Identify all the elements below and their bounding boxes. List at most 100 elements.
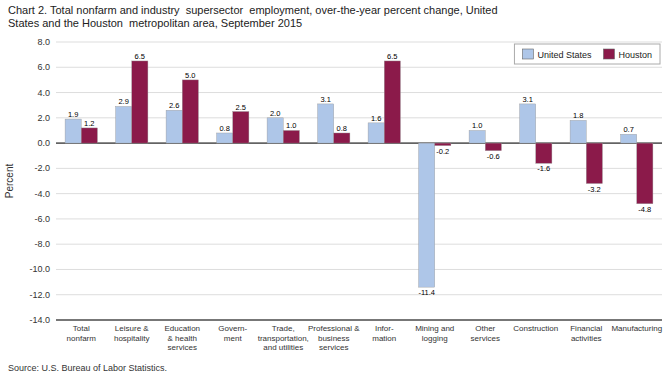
bar xyxy=(485,143,501,151)
data-label: 6.5 xyxy=(387,52,397,61)
data-label: 2.5 xyxy=(236,103,246,112)
y-tick-label: -2.0 xyxy=(34,163,50,173)
x-tick-line: transportation, xyxy=(258,334,309,343)
data-label: 2.9 xyxy=(118,97,128,106)
data-label: 1.0 xyxy=(472,121,482,130)
data-label: 5.0 xyxy=(185,71,195,80)
x-tick-line: services xyxy=(471,334,500,343)
y-tick-label: -12.0 xyxy=(29,290,50,300)
y-tick-label: -6.0 xyxy=(34,214,50,224)
x-tick-line: Professional & xyxy=(308,324,360,333)
bar xyxy=(368,123,384,143)
grid-line xyxy=(56,269,662,270)
bar xyxy=(132,61,148,143)
y-tick-label: -10.0 xyxy=(29,264,50,274)
data-label: 0.7 xyxy=(623,125,633,134)
data-label: 1.9 xyxy=(68,110,78,119)
x-tick-line: Manufacturing xyxy=(611,324,662,333)
bar xyxy=(586,143,602,183)
legend-frame xyxy=(514,44,660,64)
data-label: 6.5 xyxy=(135,52,145,61)
bar xyxy=(570,120,586,143)
x-tick-label: Totalnonfarm xyxy=(67,324,97,343)
y-tick-label: 4.0 xyxy=(37,88,50,98)
y-tick-label: 8.0 xyxy=(37,37,50,47)
x-tick-line: & health xyxy=(168,334,197,343)
bar xyxy=(182,80,198,143)
grid xyxy=(56,42,662,320)
x-tick-label: Education& healthservices xyxy=(164,324,200,352)
x-tick-line: activities xyxy=(571,334,602,343)
bar xyxy=(469,130,485,143)
grid-line xyxy=(56,42,662,43)
x-tick-label: Construction xyxy=(513,324,558,333)
bar xyxy=(65,119,81,143)
x-tick-line: logging xyxy=(422,334,448,343)
x-tick-line: mation xyxy=(372,334,396,343)
x-tick-line: Infor- xyxy=(375,324,394,333)
x-tick-label: Leisure &hospitality xyxy=(114,324,150,343)
x-tick-line: Construction xyxy=(513,324,558,333)
bar xyxy=(384,61,400,143)
x-tick-line: business xyxy=(318,334,350,343)
data-label: 1.6 xyxy=(371,114,381,123)
data-label: 1.8 xyxy=(573,111,583,120)
bar xyxy=(435,143,451,146)
legend-label: Houston xyxy=(618,50,652,60)
grid-line xyxy=(56,294,662,295)
bar xyxy=(637,143,653,204)
x-axis-line xyxy=(56,320,662,321)
bar xyxy=(217,133,233,143)
y-tick-label: -14.0 xyxy=(29,315,50,325)
bar xyxy=(267,118,283,143)
data-label: -0.6 xyxy=(487,152,500,161)
background xyxy=(0,0,672,375)
grid-line xyxy=(56,193,662,194)
x-tick-line: ment xyxy=(224,334,243,343)
bar xyxy=(318,104,334,143)
title: Chart 2. Total nonfarm and industry supe… xyxy=(8,4,498,29)
x-tick-line: Govern- xyxy=(218,324,247,333)
x-tick-label: Infor-mation xyxy=(372,324,396,343)
legend: United StatesHouston xyxy=(514,44,660,64)
data-label: -11.4 xyxy=(418,288,435,297)
bar xyxy=(334,133,350,143)
bar xyxy=(283,130,299,143)
bar xyxy=(536,143,552,163)
x-tick-line: services xyxy=(319,343,348,352)
grid-line xyxy=(56,244,662,245)
data-label: -0.2 xyxy=(436,147,449,156)
x-tick-line: Leisure & xyxy=(115,324,149,333)
bar xyxy=(81,128,97,143)
x-tick-line: Total xyxy=(73,324,90,333)
x-tick-line: nonfarm xyxy=(67,334,97,343)
data-label: 1.2 xyxy=(84,119,94,128)
y-tick-label: 6.0 xyxy=(37,62,50,72)
y-tick-label: 2.0 xyxy=(37,113,50,123)
bar xyxy=(621,134,637,143)
bar xyxy=(116,106,132,143)
x-tick-label: Financialactivities xyxy=(570,324,602,343)
y-tick-label: 0.0 xyxy=(37,138,50,148)
data-label: 1.0 xyxy=(286,121,296,130)
data-label: 2.0 xyxy=(270,109,280,118)
data-label: 3.1 xyxy=(320,95,330,104)
title-line: States and the Houston metropolitan area… xyxy=(8,17,302,29)
x-tick-label: Trade,transportation,and utilities xyxy=(258,324,309,352)
y-tick-label: -8.0 xyxy=(34,239,50,249)
data-label: -1.6 xyxy=(537,164,550,173)
grid-line xyxy=(56,320,662,321)
x-tick-label: Govern-ment xyxy=(218,324,247,343)
x-tick-label: Professional &businessservices xyxy=(308,324,360,352)
x-tick-label: Mining andlogging xyxy=(415,324,454,343)
bar xyxy=(520,104,536,143)
legend-swatch xyxy=(603,49,614,59)
data-labels: 1.92.92.60.82.03.11.6-11.41.03.11.80.71.… xyxy=(68,52,651,297)
bar xyxy=(419,143,435,287)
x-tick-line: Financial xyxy=(570,324,602,333)
data-label: 0.8 xyxy=(337,124,347,133)
x-tick-line: hospitality xyxy=(114,334,150,343)
x-tick-label: Manufacturing xyxy=(611,324,662,333)
data-label: -3.2 xyxy=(588,185,601,194)
source: Source: U.S. Bureau of Labor Statistics. xyxy=(8,363,167,373)
